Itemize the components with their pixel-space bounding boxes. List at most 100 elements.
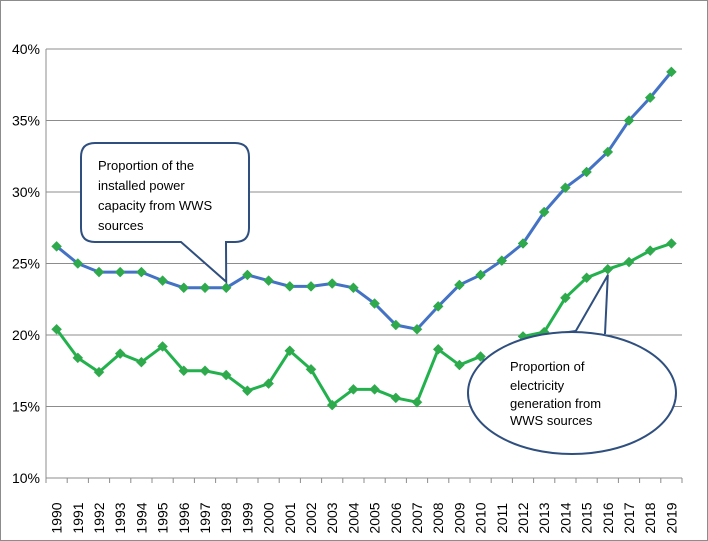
data-point-marker	[560, 182, 571, 194]
data-point-marker	[93, 266, 105, 278]
data-point-marker	[475, 269, 486, 281]
data-point-marker	[199, 282, 211, 294]
data-point-marker	[326, 278, 338, 289]
data-point-marker	[263, 378, 274, 389]
callout-electricity-generation-pointer	[560, 274, 609, 335]
x-tick-label: 2004	[345, 502, 361, 533]
data-point-marker	[51, 323, 62, 335]
data-point-marker	[284, 281, 296, 292]
data-point-marker	[305, 281, 317, 292]
x-tick-label: 2003	[324, 502, 340, 533]
y-tick-label: 10%	[12, 470, 40, 486]
x-tick-label: 2000	[261, 502, 277, 533]
data-point-marker	[242, 269, 253, 281]
x-tick-label: 1996	[176, 502, 192, 533]
data-point-marker	[284, 345, 296, 357]
callout2-line-2: electricity	[510, 378, 565, 393]
data-point-marker	[517, 238, 529, 249]
data-point-marker	[199, 365, 211, 377]
series-line-2	[55, 242, 672, 407]
data-point-marker	[114, 348, 126, 359]
data-point-marker	[644, 245, 656, 256]
x-axis: 1990 1991 1992 1993 1994 1995 1996 1997 1998 1999…	[45, 478, 683, 534]
data-point-marker	[220, 369, 232, 381]
data-point-marker	[72, 258, 84, 269]
data-point-marker	[305, 363, 317, 375]
callout2-line-4: WWS sources	[510, 413, 593, 428]
x-tick-label: 2011	[494, 503, 510, 533]
x-tick-label: 1992	[91, 502, 107, 533]
data-point-marker	[454, 279, 465, 291]
x-tick-label: 2002	[303, 502, 319, 533]
x-tick-label: 1998	[218, 502, 234, 533]
callout-electricity-generation-text: Proportion of electricity generation fro…	[510, 359, 605, 428]
x-tick-label: 1990	[49, 502, 65, 533]
y-axis: 10% 15% 20% 25% 30% 35% 40%	[12, 41, 47, 486]
x-tick-label: 2001	[282, 502, 298, 533]
callout1-line-2: installed power	[98, 178, 185, 193]
data-point-marker	[496, 255, 508, 266]
y-tick-label: 35%	[12, 113, 40, 129]
x-tick-label: 2014	[557, 502, 573, 533]
data-point-marker	[644, 92, 656, 103]
x-tick-label: 2013	[536, 502, 552, 533]
x-tick-label: 1997	[197, 502, 213, 533]
y-tick-label: 40%	[12, 41, 40, 57]
x-tick-label: 1991	[70, 502, 86, 533]
y-tick-label: 15%	[12, 399, 40, 415]
x-tick-label: 1993	[112, 502, 128, 533]
y-tick-label: 20%	[12, 327, 40, 343]
callout1-line-3: capacity from WWS	[98, 198, 212, 213]
callout-installed-capacity-shape	[80, 142, 250, 285]
data-point-marker	[348, 282, 359, 294]
data-point-marker	[454, 359, 465, 371]
data-point-marker	[157, 275, 168, 287]
data-point-marker	[114, 266, 126, 278]
data-point-marker	[411, 323, 423, 335]
x-tick-label: 2010	[473, 502, 489, 533]
data-point-marker	[136, 266, 147, 278]
data-point-marker	[348, 383, 359, 395]
data-point-marker	[263, 275, 274, 287]
data-point-marker	[432, 343, 444, 355]
callout-electricity-generation: Proportion of electricity generation fro…	[467, 274, 677, 455]
data-point-marker	[242, 385, 253, 397]
x-tick-label: 2016	[600, 502, 616, 533]
data-point-marker	[51, 240, 62, 252]
x-tick-label: 2005	[367, 502, 383, 533]
x-tick-label: 2015	[579, 502, 595, 533]
y-tick-label: 25%	[12, 256, 40, 272]
x-tick-label: 2008	[430, 502, 446, 533]
data-point-marker	[581, 272, 592, 284]
data-point-marker	[666, 66, 677, 78]
data-point-marker	[178, 365, 190, 377]
data-point-marker	[411, 396, 423, 408]
data-point-marker	[72, 352, 84, 364]
data-point-marker	[157, 341, 168, 352]
callout-installed-capacity-text: Proportion of the installed power capaci…	[98, 158, 216, 233]
data-point-marker	[432, 301, 444, 312]
callout1-line-4: sources	[98, 218, 144, 233]
x-tick-label: 2019	[663, 502, 679, 533]
data-point-marker	[326, 399, 338, 411]
data-point-marker	[560, 292, 571, 304]
x-tick-label: 1995	[155, 502, 171, 533]
data-point-marker	[220, 282, 232, 294]
data-point-marker	[475, 351, 486, 362]
y-tick-label: 30%	[12, 184, 40, 200]
callout-electricity-generation-shape	[467, 331, 677, 455]
data-point-marker	[136, 356, 147, 368]
x-tick-label: 2012	[515, 502, 531, 533]
data-point-marker	[390, 392, 402, 404]
x-tick-label: 2018	[642, 502, 658, 533]
data-point-marker	[538, 206, 550, 218]
callout-installed-capacity: Proportion of the installed power capaci…	[80, 142, 250, 285]
data-point-marker	[369, 383, 380, 395]
data-point-marker	[178, 282, 190, 294]
x-tick-label: 2017	[621, 502, 637, 533]
data-point-marker	[602, 146, 614, 158]
data-point-marker	[666, 238, 677, 249]
data-point-marker	[93, 366, 105, 378]
x-tick-label: 1999	[239, 502, 255, 533]
data-point-marker	[623, 256, 635, 268]
